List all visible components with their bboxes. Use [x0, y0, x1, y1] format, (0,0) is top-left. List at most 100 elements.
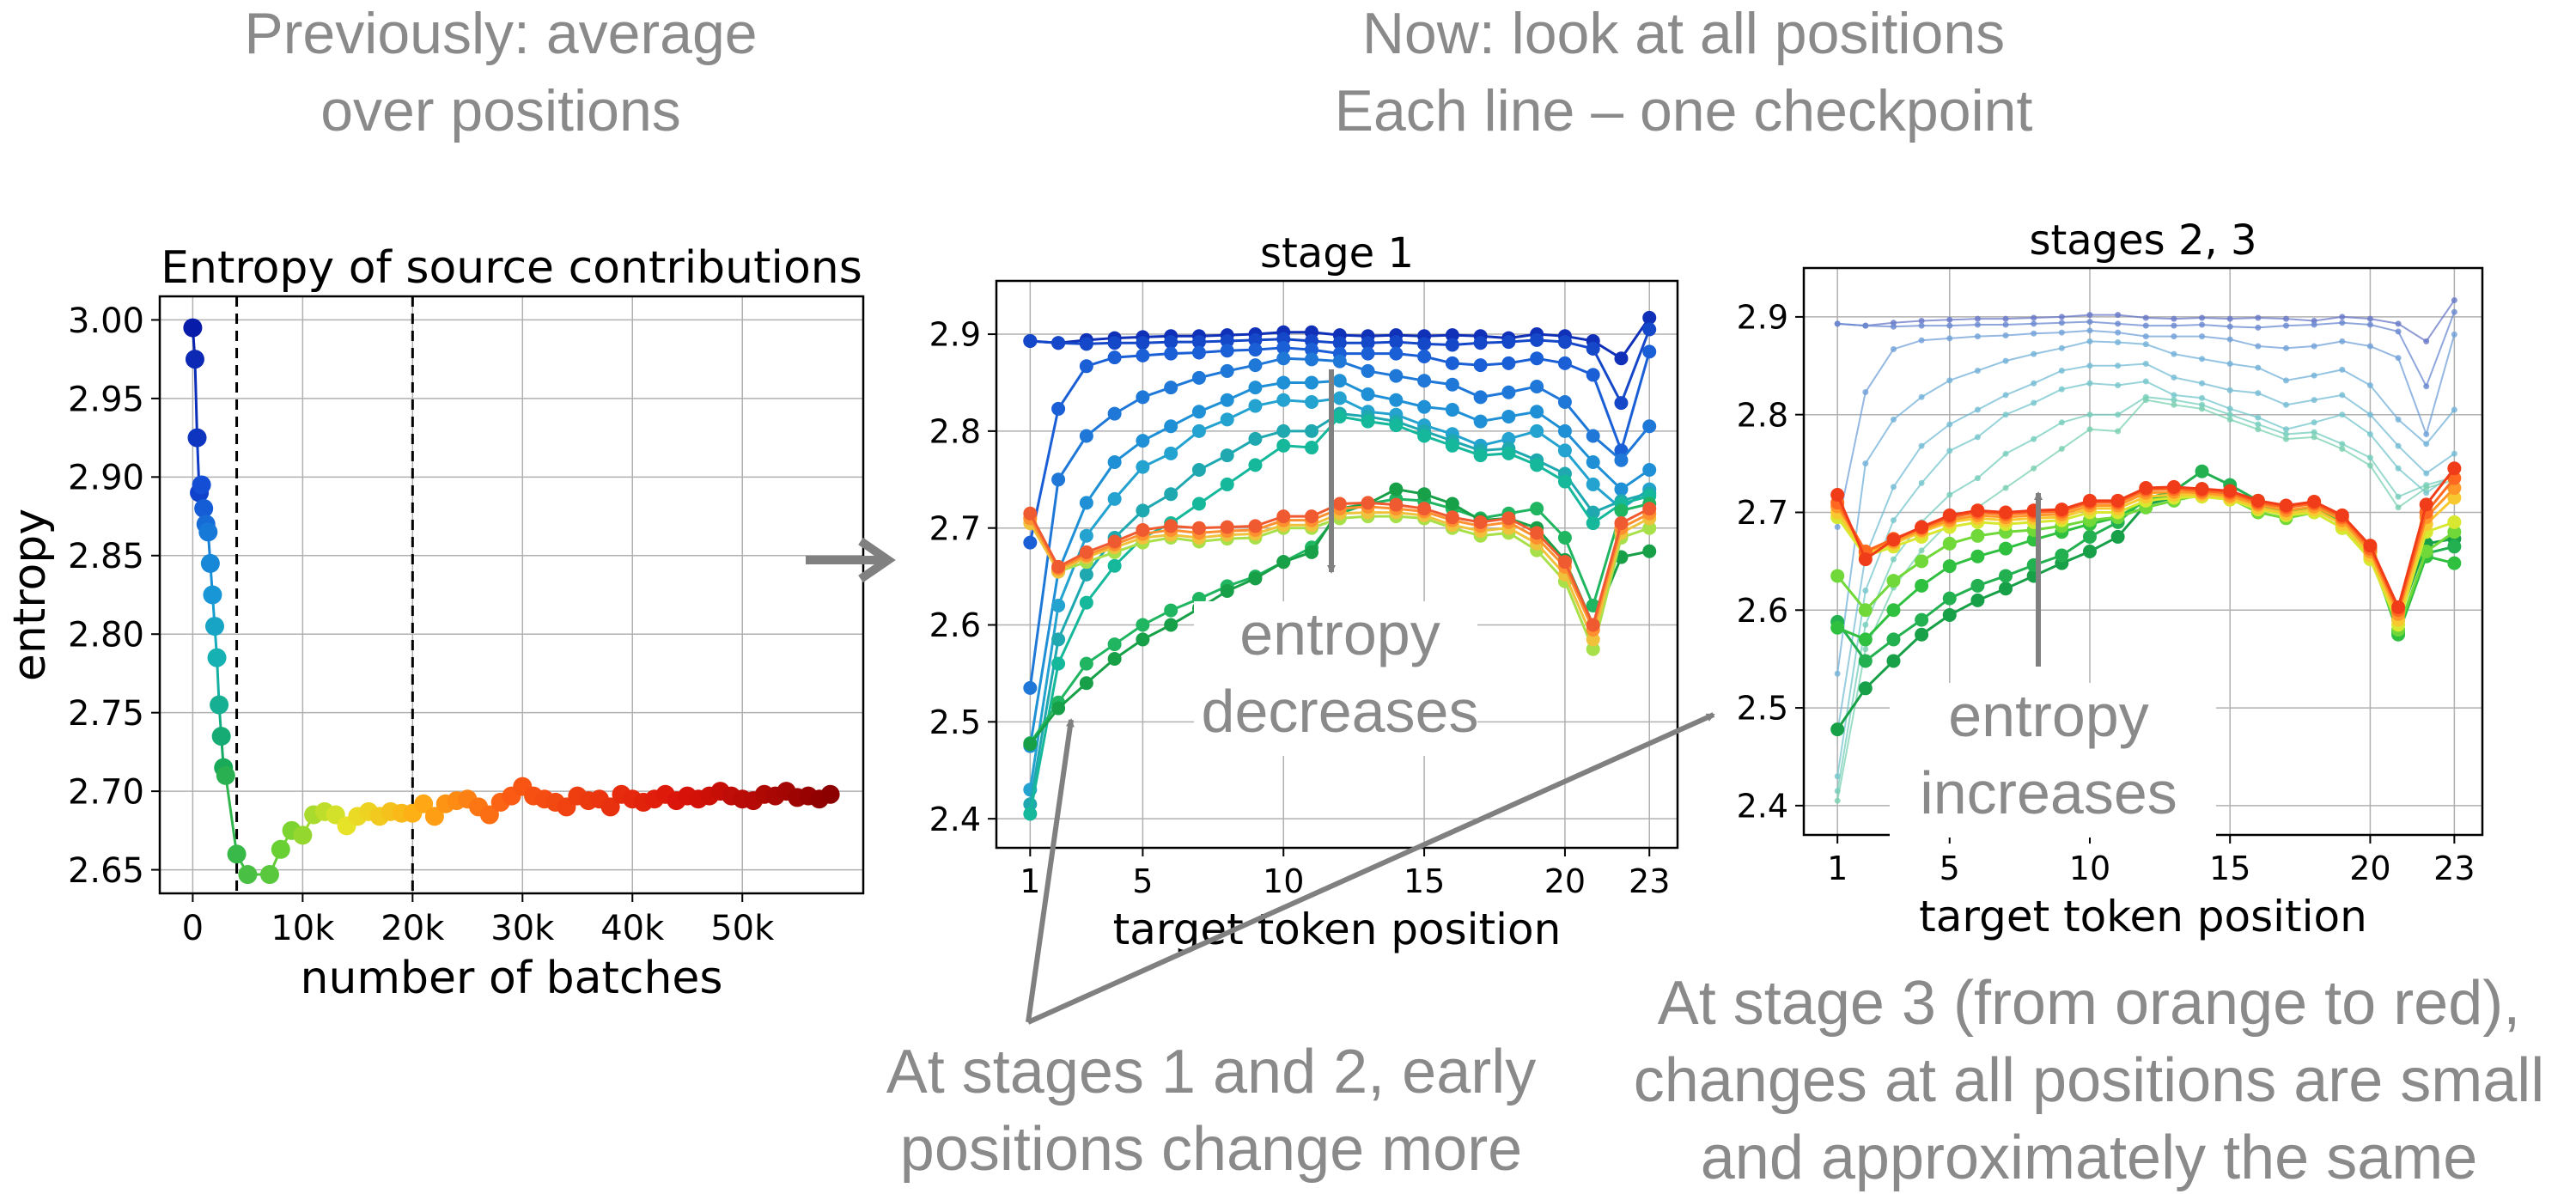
data-point	[1107, 406, 1122, 421]
y-tick-label: 2.6	[929, 606, 981, 644]
data-point	[2002, 321, 2009, 328]
data-point	[1642, 322, 1657, 337]
x-tick-label: 15	[2209, 850, 2250, 887]
data-point	[1136, 434, 1150, 448]
data-point	[2171, 401, 2177, 408]
data-point	[1417, 487, 1432, 502]
data-point	[1886, 654, 1901, 668]
data-point	[2115, 320, 2122, 327]
data-point	[2142, 378, 2149, 385]
data-point	[2395, 328, 2402, 335]
data-point	[1642, 521, 1657, 535]
data-point	[1557, 474, 1572, 489]
x-axis-label: target token position	[1919, 892, 2367, 941]
data-point	[2447, 481, 2462, 496]
data-point	[1530, 405, 1544, 419]
data-point	[1915, 612, 1929, 627]
data-point	[1276, 393, 1291, 407]
data-point	[2255, 414, 2262, 421]
data-point	[2255, 426, 2262, 433]
data-point	[2199, 333, 2206, 340]
data-point	[2339, 366, 2346, 373]
data-point	[1586, 632, 1600, 647]
data-point	[1051, 559, 1066, 574]
data-point	[1614, 453, 1629, 467]
data-point	[2339, 411, 2346, 418]
data-point	[1332, 374, 1347, 388]
data-point	[2115, 329, 2122, 336]
data-point	[1220, 344, 1234, 358]
data-point	[1501, 511, 1516, 526]
data-point	[1473, 414, 1488, 429]
y-tick-label: 2.70	[68, 773, 144, 813]
data-point	[2115, 338, 2122, 345]
data-point	[2423, 470, 2430, 477]
data-point	[1586, 618, 1600, 632]
annotation-decreases-line-1: entropy	[1239, 600, 1440, 667]
x-tick-label: 23	[1629, 862, 1670, 900]
data-point	[1557, 555, 1572, 570]
arrow-early-to-stages23	[1026, 712, 1715, 1025]
data-point	[198, 522, 218, 542]
data-point	[2115, 362, 2122, 369]
data-point	[1248, 381, 1263, 395]
data-point	[2226, 411, 2233, 418]
data-point	[1942, 591, 1957, 606]
x-tick-label: 20k	[381, 909, 445, 948]
data-point	[2082, 529, 2097, 544]
data-point	[1389, 335, 1404, 350]
data-point	[1332, 409, 1347, 423]
data-point	[1276, 438, 1291, 453]
data-point	[1946, 491, 1953, 498]
data-point	[2366, 411, 2373, 418]
data-point	[1276, 340, 1291, 355]
data-point	[2031, 330, 2037, 337]
data-point	[1890, 484, 1897, 490]
data-point	[1501, 431, 1516, 446]
data-point	[1305, 423, 1319, 438]
y-tick-label: 2.65	[68, 851, 144, 891]
data-point	[1136, 618, 1150, 632]
data-point	[1530, 332, 1544, 347]
data-point	[1642, 419, 1657, 434]
data-point	[1191, 496, 1206, 511]
data-point	[1915, 554, 1929, 569]
data-point	[2199, 405, 2206, 412]
data-point	[1445, 377, 1459, 392]
data-point	[1858, 654, 1873, 668]
data-point	[2255, 364, 2262, 371]
data-point	[2363, 539, 2378, 553]
data-point	[2366, 315, 2373, 322]
data-point	[2002, 411, 2009, 418]
y-tick-label: 3.00	[68, 302, 144, 341]
data-point	[1079, 545, 1093, 559]
data-point	[1191, 345, 1206, 360]
x-tick-label: 23	[2433, 850, 2475, 887]
data-point	[2002, 450, 2009, 457]
data-point	[1220, 448, 1234, 463]
chart-entropy-of-source-contributions: 0 10k 20k 30k 40k 50k 2.65 2.70 2.75 2.80 2.85 2.90…	[4, 242, 865, 1004]
data-point	[1999, 505, 2013, 520]
data-point	[1220, 477, 1234, 491]
data-point	[1586, 454, 1600, 469]
annotation-early-line-2: positions change more	[900, 1115, 1522, 1184]
data-point	[1079, 496, 1093, 510]
data-point	[1557, 335, 1572, 350]
annotation-decreases-backdrop	[1194, 601, 1477, 756]
data-point	[2195, 464, 2209, 478]
data-point	[2142, 333, 2149, 340]
data-point	[1445, 496, 1459, 511]
x-axis-label: target token position	[1113, 905, 1562, 954]
data-point	[2115, 382, 2122, 389]
data-point	[2311, 434, 2317, 441]
data-point	[2395, 493, 2402, 500]
x-tick-label: 40k	[600, 909, 665, 948]
data-point	[2031, 350, 2037, 357]
data-point	[1890, 556, 1897, 563]
data-point	[2339, 314, 2346, 320]
data-point	[2199, 314, 2206, 321]
data-point	[1361, 363, 1375, 378]
data-point	[1473, 358, 1488, 373]
data-point	[1023, 737, 1038, 752]
data-point	[2223, 484, 2238, 498]
